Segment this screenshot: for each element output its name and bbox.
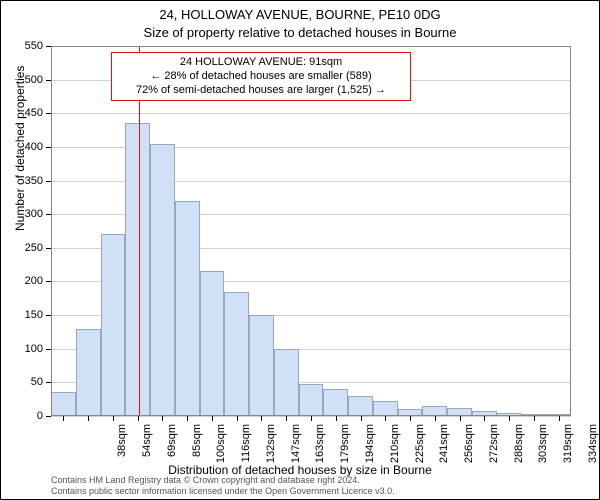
x-tick	[187, 416, 188, 421]
y-tick	[46, 214, 51, 215]
y-tick-label: 150	[1, 309, 43, 321]
y-tick-label: 500	[1, 74, 43, 86]
x-tick	[336, 416, 337, 421]
y-tick	[46, 248, 51, 249]
page-subtitle: Size of property relative to detached ho…	[1, 25, 599, 40]
annotation-box: 24 HOLLOWAY AVENUE: 91sqm ← 28% of detac…	[111, 52, 411, 101]
x-tick	[460, 416, 461, 421]
y-tick-label: 350	[1, 175, 43, 187]
x-tick	[484, 416, 485, 421]
footer-line2: Contains public sector information licen…	[51, 486, 395, 497]
y-tick-label: 550	[1, 40, 43, 52]
x-tick	[113, 416, 114, 421]
y-tick-label: 450	[1, 107, 43, 119]
x-tick	[88, 416, 89, 421]
y-tick-label: 400	[1, 141, 43, 153]
x-tick	[385, 416, 386, 421]
x-tick	[559, 416, 560, 421]
x-tick	[286, 416, 287, 421]
x-tick	[261, 416, 262, 421]
x-tick	[63, 416, 64, 421]
y-tick	[46, 281, 51, 282]
y-tick	[46, 181, 51, 182]
y-tick	[46, 382, 51, 383]
y-tick-label: 300	[1, 208, 43, 220]
x-tick	[435, 416, 436, 421]
y-tick-label: 200	[1, 275, 43, 287]
y-tick	[46, 113, 51, 114]
page-title: 24, HOLLOWAY AVENUE, BOURNE, PE10 0DG	[1, 7, 599, 22]
x-tick	[311, 416, 312, 421]
chart-container: 24, HOLLOWAY AVENUE, BOURNE, PE10 0DG Si…	[0, 0, 600, 500]
footer-line1: Contains HM Land Registry data © Crown c…	[51, 475, 395, 486]
y-tick-label: 250	[1, 242, 43, 254]
y-tick	[46, 80, 51, 81]
y-tick-label: 100	[1, 343, 43, 355]
plot-area: 24 HOLLOWAY AVENUE: 91sqm ← 28% of detac…	[51, 46, 571, 416]
x-tick	[361, 416, 362, 421]
plot-frame	[51, 46, 571, 416]
y-tick	[46, 147, 51, 148]
x-tick	[138, 416, 139, 421]
x-tick	[212, 416, 213, 421]
y-tick-label: 50	[1, 376, 43, 388]
x-tick	[410, 416, 411, 421]
x-tick	[509, 416, 510, 421]
x-tick	[534, 416, 535, 421]
y-tick	[46, 349, 51, 350]
x-tick	[162, 416, 163, 421]
annotation-line2: ← 28% of detached houses are smaller (58…	[120, 70, 402, 84]
footer-attribution: Contains HM Land Registry data © Crown c…	[51, 475, 395, 497]
y-tick	[46, 416, 51, 417]
x-tick	[237, 416, 238, 421]
annotation-line1: 24 HOLLOWAY AVENUE: 91sqm	[120, 56, 402, 70]
y-tick-label: 0	[1, 410, 43, 422]
annotation-line3: 72% of semi-detached houses are larger (…	[120, 84, 402, 98]
y-tick	[46, 46, 51, 47]
y-tick	[46, 315, 51, 316]
